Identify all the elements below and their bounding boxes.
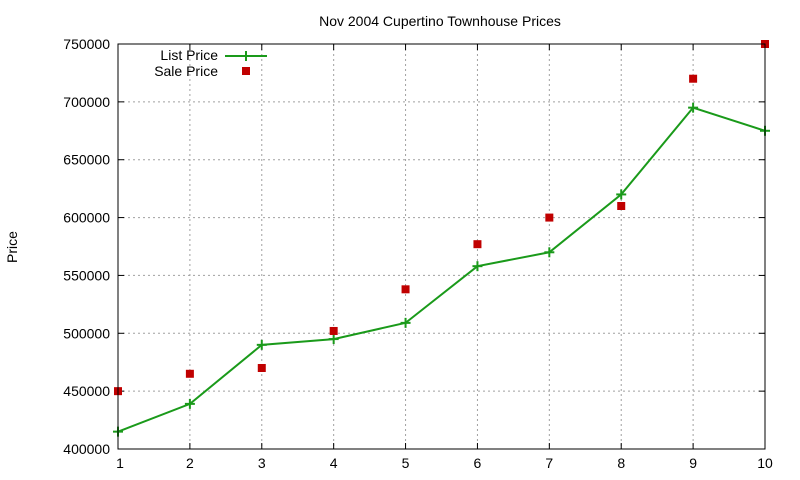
x-tick-label: 9	[689, 455, 697, 471]
x-tick-label: 1	[116, 455, 124, 471]
y-tick-label: 450000	[63, 383, 110, 399]
list-price-line	[117, 106, 766, 433]
list-price-point	[544, 247, 555, 258]
y-tick-label: 600000	[63, 210, 110, 226]
y-tick-label: 700000	[63, 94, 110, 110]
y-axis-label: Price	[4, 231, 20, 263]
sale-price-point	[329, 326, 338, 335]
sale-price-point	[473, 240, 482, 249]
list-price-point	[184, 398, 195, 409]
chart-title: Nov 2004 Cupertino Townhouse Prices	[319, 13, 561, 29]
sale-price-point	[617, 202, 626, 210]
sale-price-point	[545, 213, 554, 222]
list-price-point	[472, 261, 483, 272]
x-tick-labels: 1 2 3 4 5 6 7 8 9 10	[116, 455, 773, 471]
sale-price-point	[401, 285, 410, 294]
list-price-point	[256, 339, 267, 350]
list-price-point	[328, 334, 339, 345]
plot-frame	[117, 43, 766, 450]
data-series	[113, 40, 770, 437]
legend-label-list-price: List Price	[160, 47, 218, 63]
x-tick-label: 3	[258, 455, 266, 471]
legend-marker-sale-price	[242, 67, 250, 75]
legend-label-sale-price: Sale Price	[154, 63, 218, 79]
sale-price-point	[185, 369, 194, 378]
x-tick-label: 2	[186, 455, 194, 471]
grid	[117, 43, 766, 450]
y-tick-label: 650000	[63, 152, 110, 168]
y-tick-labels: 400000 450000 500000 550000 600000 650000 7000…	[63, 36, 110, 457]
x-tick-label: 10	[757, 455, 773, 471]
sale-price-point	[257, 364, 266, 372]
legend-marker-list-price	[241, 51, 251, 61]
list-price-point	[616, 189, 627, 200]
y-tick-label: 750000	[63, 36, 110, 52]
y-tick-label: 500000	[63, 325, 110, 341]
y-tick-label: 400000	[63, 441, 110, 457]
x-tick-label: 5	[402, 455, 410, 471]
y-tick-label: 550000	[63, 267, 110, 283]
list-price-point	[400, 317, 411, 328]
x-tick-label: 8	[617, 455, 625, 471]
x-tick-label: 7	[545, 455, 553, 471]
x-tick-label: 6	[474, 455, 482, 471]
list-price-point	[688, 102, 699, 113]
sale-price-point	[689, 74, 698, 83]
x-tick-label: 4	[330, 455, 338, 471]
legend: List Price Sale Price	[154, 47, 267, 79]
